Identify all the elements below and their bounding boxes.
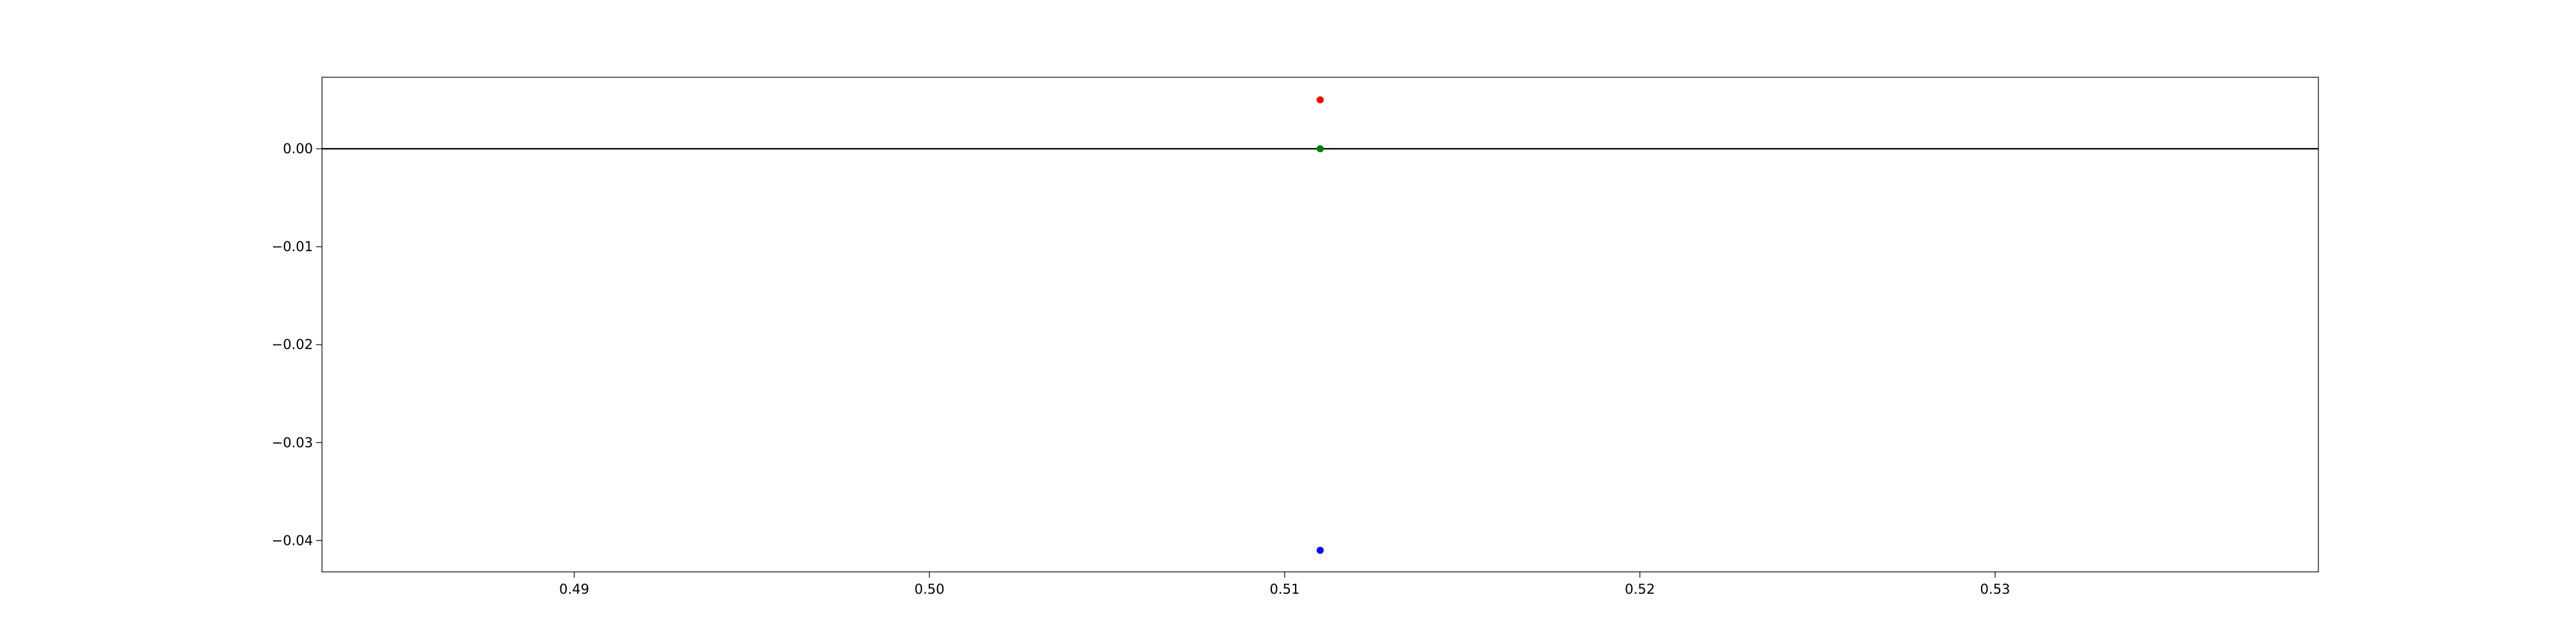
y-tick-label: −0.04 — [272, 533, 313, 548]
x-tick-label: 0.53 — [1980, 582, 2011, 597]
data-point — [1316, 145, 1324, 153]
data-point — [1316, 96, 1324, 104]
axes-frame — [321, 77, 2319, 573]
x-tick-label: 0.52 — [1625, 582, 1655, 597]
data-points — [1316, 96, 1324, 554]
x-tick-label: 0.51 — [1269, 582, 1300, 597]
y-axis: 0.00 −0.01 −0.02 −0.03 −0.04 — [272, 141, 322, 548]
plot-area: 0.49 0.50 0.51 0.52 0.53 0.00 −0.01 −0.02 −0.03… — [272, 77, 2319, 597]
y-tick-label: −0.01 — [272, 239, 313, 254]
y-tick-label: −0.02 — [272, 337, 313, 352]
x-tick-label: 0.49 — [559, 582, 589, 597]
data-point — [1316, 547, 1324, 554]
x-tick-label: 0.50 — [914, 582, 945, 597]
y-tick-label: −0.03 — [272, 435, 313, 450]
x-axis: 0.49 0.50 0.51 0.52 0.53 — [559, 572, 2010, 597]
y-tick-label: 0.00 — [283, 141, 313, 156]
